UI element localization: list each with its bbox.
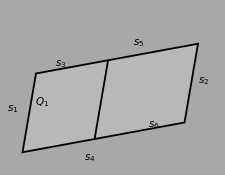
Polygon shape [22,44,198,152]
Text: $Q_1$: $Q_1$ [35,96,49,109]
Text: $s_2$: $s_2$ [198,75,209,87]
Text: $s_6$: $s_6$ [148,119,160,131]
Text: $s_5$: $s_5$ [133,37,144,49]
Text: $s_1$: $s_1$ [7,103,18,115]
Text: $s_3$: $s_3$ [55,58,66,70]
Text: $s_4$: $s_4$ [84,152,96,164]
